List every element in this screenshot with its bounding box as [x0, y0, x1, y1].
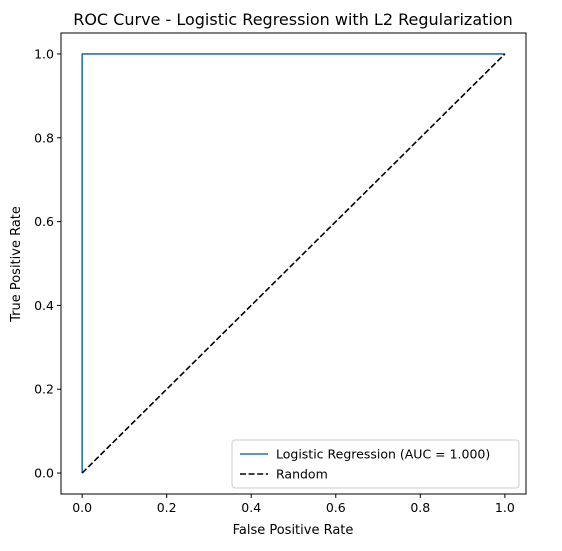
legend-label: Logistic Regression (AUC = 1.000): [276, 447, 490, 462]
series-line-0: [81, 53, 505, 474]
chart-title: ROC Curve - Logistic Regression with L2 …: [73, 10, 513, 29]
x-tick-label: 0.0: [72, 500, 92, 515]
series-line-1: [81, 53, 506, 474]
y-tick-label: 1.0: [34, 46, 54, 61]
y-tick-label: 0.6: [34, 214, 54, 229]
x-tick-label: 0.4: [241, 500, 261, 515]
y-axis-title: True Positive Rate: [9, 206, 24, 323]
axes-frame: [60, 32, 527, 495]
x-tick-label: 0.6: [326, 500, 346, 515]
y-tick-label: 0.0: [34, 466, 54, 481]
plot-area: 0.0 0.2 0.4 0.6 0.8 1.0 0.0 0.2 0.4 0.6 0.8 1.0 Logi…: [34, 32, 527, 515]
legend-label: Random: [276, 467, 328, 482]
legend: Logistic Regression (AUC = 1.000) Random: [231, 439, 520, 489]
y-tick-label: 0.8: [34, 130, 54, 145]
y-tick-label: 0.4: [34, 298, 54, 313]
x-tick-label: 0.8: [410, 500, 430, 515]
x-tick-label: 1.0: [495, 500, 515, 515]
x-axis-title: False Positive Rate: [233, 523, 354, 538]
y-tick-label: 0.2: [34, 382, 54, 397]
x-tick-label: 0.2: [157, 500, 177, 515]
legend-box: [231, 439, 520, 489]
